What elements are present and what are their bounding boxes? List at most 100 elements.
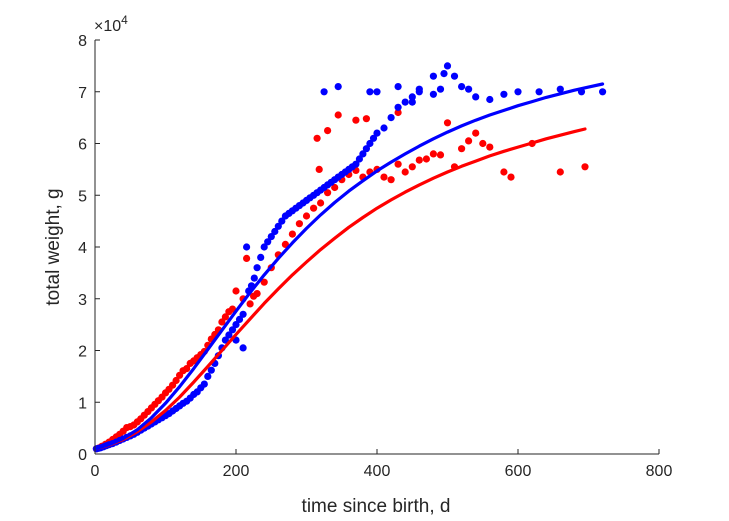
data-point	[221, 313, 229, 321]
data-point	[317, 199, 325, 207]
data-point	[239, 344, 247, 352]
data-point	[315, 165, 323, 173]
data-point	[436, 151, 445, 159]
data-point	[183, 365, 191, 373]
data-point	[352, 160, 360, 168]
data-point	[362, 115, 370, 123]
data-point	[387, 176, 395, 184]
data-point	[422, 155, 430, 163]
y-tick-label: 5	[78, 188, 87, 205]
y-exponent-label: ×104	[94, 13, 128, 35]
data-point	[228, 326, 237, 334]
data-point	[458, 145, 466, 153]
data-point	[401, 98, 409, 106]
data-point	[243, 254, 251, 262]
data-point	[260, 243, 268, 251]
data-point	[394, 83, 402, 91]
data-point	[207, 366, 215, 374]
y-tick-label: 0	[78, 447, 87, 464]
data-point	[486, 95, 494, 104]
data-point	[394, 160, 402, 168]
x-tick-label: 0	[91, 463, 100, 480]
data-point	[373, 129, 381, 137]
data-point	[465, 137, 473, 145]
data-point	[366, 88, 374, 96]
data-point	[246, 300, 254, 308]
data-point	[267, 233, 275, 241]
data-point	[373, 88, 381, 96]
data-point	[556, 168, 564, 176]
y-tick-label: 6	[78, 137, 87, 154]
data-point	[324, 127, 332, 135]
data-point	[359, 150, 367, 158]
data-point	[380, 124, 388, 132]
x-tick-label: 800	[646, 463, 673, 480]
y-tick-label: 3	[78, 292, 87, 309]
data-point	[599, 88, 607, 96]
data-point	[366, 139, 374, 148]
fit-curve-2	[93, 127, 587, 451]
data-point	[465, 85, 473, 93]
data-point	[288, 230, 296, 238]
data-point	[415, 156, 423, 164]
data-point	[486, 143, 494, 151]
data-point	[380, 173, 388, 181]
data-point	[443, 62, 452, 70]
data-point	[310, 204, 318, 212]
data-point	[232, 321, 240, 329]
x-tick-label: 400	[364, 463, 391, 480]
fit-curve-3	[93, 82, 605, 451]
data-point	[458, 83, 466, 91]
data-point	[387, 114, 395, 122]
data-point	[436, 85, 445, 93]
data-point	[313, 134, 321, 142]
y-tick-label: 1	[78, 395, 87, 412]
data-point	[243, 243, 251, 251]
data-point	[260, 278, 268, 286]
y-tick-label: 2	[78, 344, 87, 361]
data-point	[401, 168, 409, 176]
data-point	[472, 129, 480, 137]
data-point	[394, 103, 402, 111]
data-point	[408, 98, 416, 106]
y-tick-label: 4	[78, 240, 87, 257]
y-exponent-base: ×10	[94, 18, 121, 35]
data-point	[429, 72, 437, 80]
data-point	[514, 88, 522, 96]
data-point	[295, 220, 303, 228]
data-point	[334, 111, 342, 119]
y-exponent-power: 4	[121, 13, 128, 27]
data-point	[257, 253, 265, 261]
data-point	[232, 287, 240, 295]
x-tick-label: 200	[223, 463, 250, 480]
data-point	[556, 85, 564, 93]
data-point	[172, 376, 180, 385]
data-point	[221, 336, 229, 344]
data-point	[225, 331, 233, 339]
data-point	[507, 173, 515, 181]
data-point	[253, 264, 261, 272]
x-tick-label: 600	[505, 463, 532, 480]
data-point	[479, 139, 487, 148]
data-point	[235, 315, 244, 323]
data-point	[440, 70, 448, 78]
data-point	[200, 380, 208, 388]
data-point	[535, 88, 543, 96]
data-point	[415, 85, 423, 93]
data-point	[320, 88, 328, 96]
x-axis-label: time since birth, d	[302, 496, 451, 517]
data-point	[408, 163, 416, 171]
data-point	[369, 134, 378, 142]
data-point	[204, 372, 212, 380]
data-point	[281, 240, 289, 248]
data-point	[429, 150, 437, 158]
y-axis-label: total weight, g	[43, 188, 64, 305]
data-point	[331, 183, 339, 192]
data-point	[278, 217, 286, 225]
data-point	[352, 116, 360, 124]
y-tick-label: 7	[78, 85, 87, 102]
data-point	[271, 227, 279, 236]
data-point	[253, 290, 261, 298]
data-point	[355, 155, 363, 163]
